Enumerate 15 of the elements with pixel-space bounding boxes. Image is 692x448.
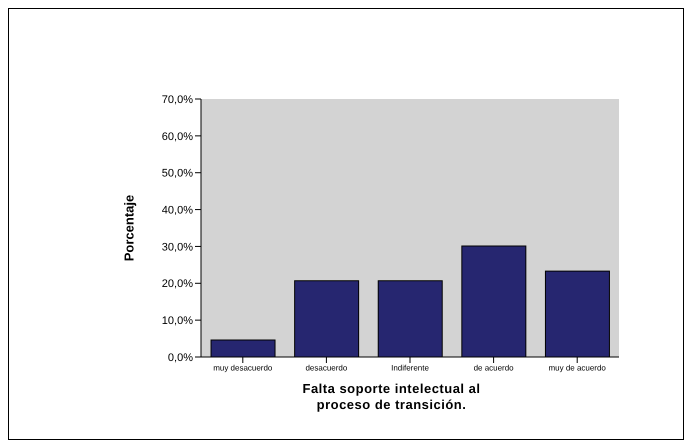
y-tick-label: 0,0%: [168, 352, 194, 364]
y-tick-label: 30,0%: [162, 241, 194, 254]
y-axis-title: Porcentaje: [122, 194, 137, 262]
y-tick-label: 40,0%: [162, 204, 194, 216]
x-tick-label: Indiferente: [391, 364, 430, 373]
y-tick-label: 50,0%: [162, 168, 194, 180]
x-tick-label: de acuerdo: [474, 364, 514, 373]
x-tick-label: muy desacuerdo: [213, 364, 273, 373]
y-tick-label: 20,0%: [162, 278, 194, 290]
x-axis-title: Falta soporte intelectual al proceso de transición.: [302, 381, 482, 413]
y-tick-label: 60,0%: [162, 130, 194, 143]
x-tick-label: desacuerdo: [305, 364, 348, 373]
x-tick-label: muy de acuerdo: [548, 364, 606, 373]
y-tick-label: 10,0%: [162, 315, 194, 328]
y-tick-label: 70,0%: [162, 94, 194, 106]
